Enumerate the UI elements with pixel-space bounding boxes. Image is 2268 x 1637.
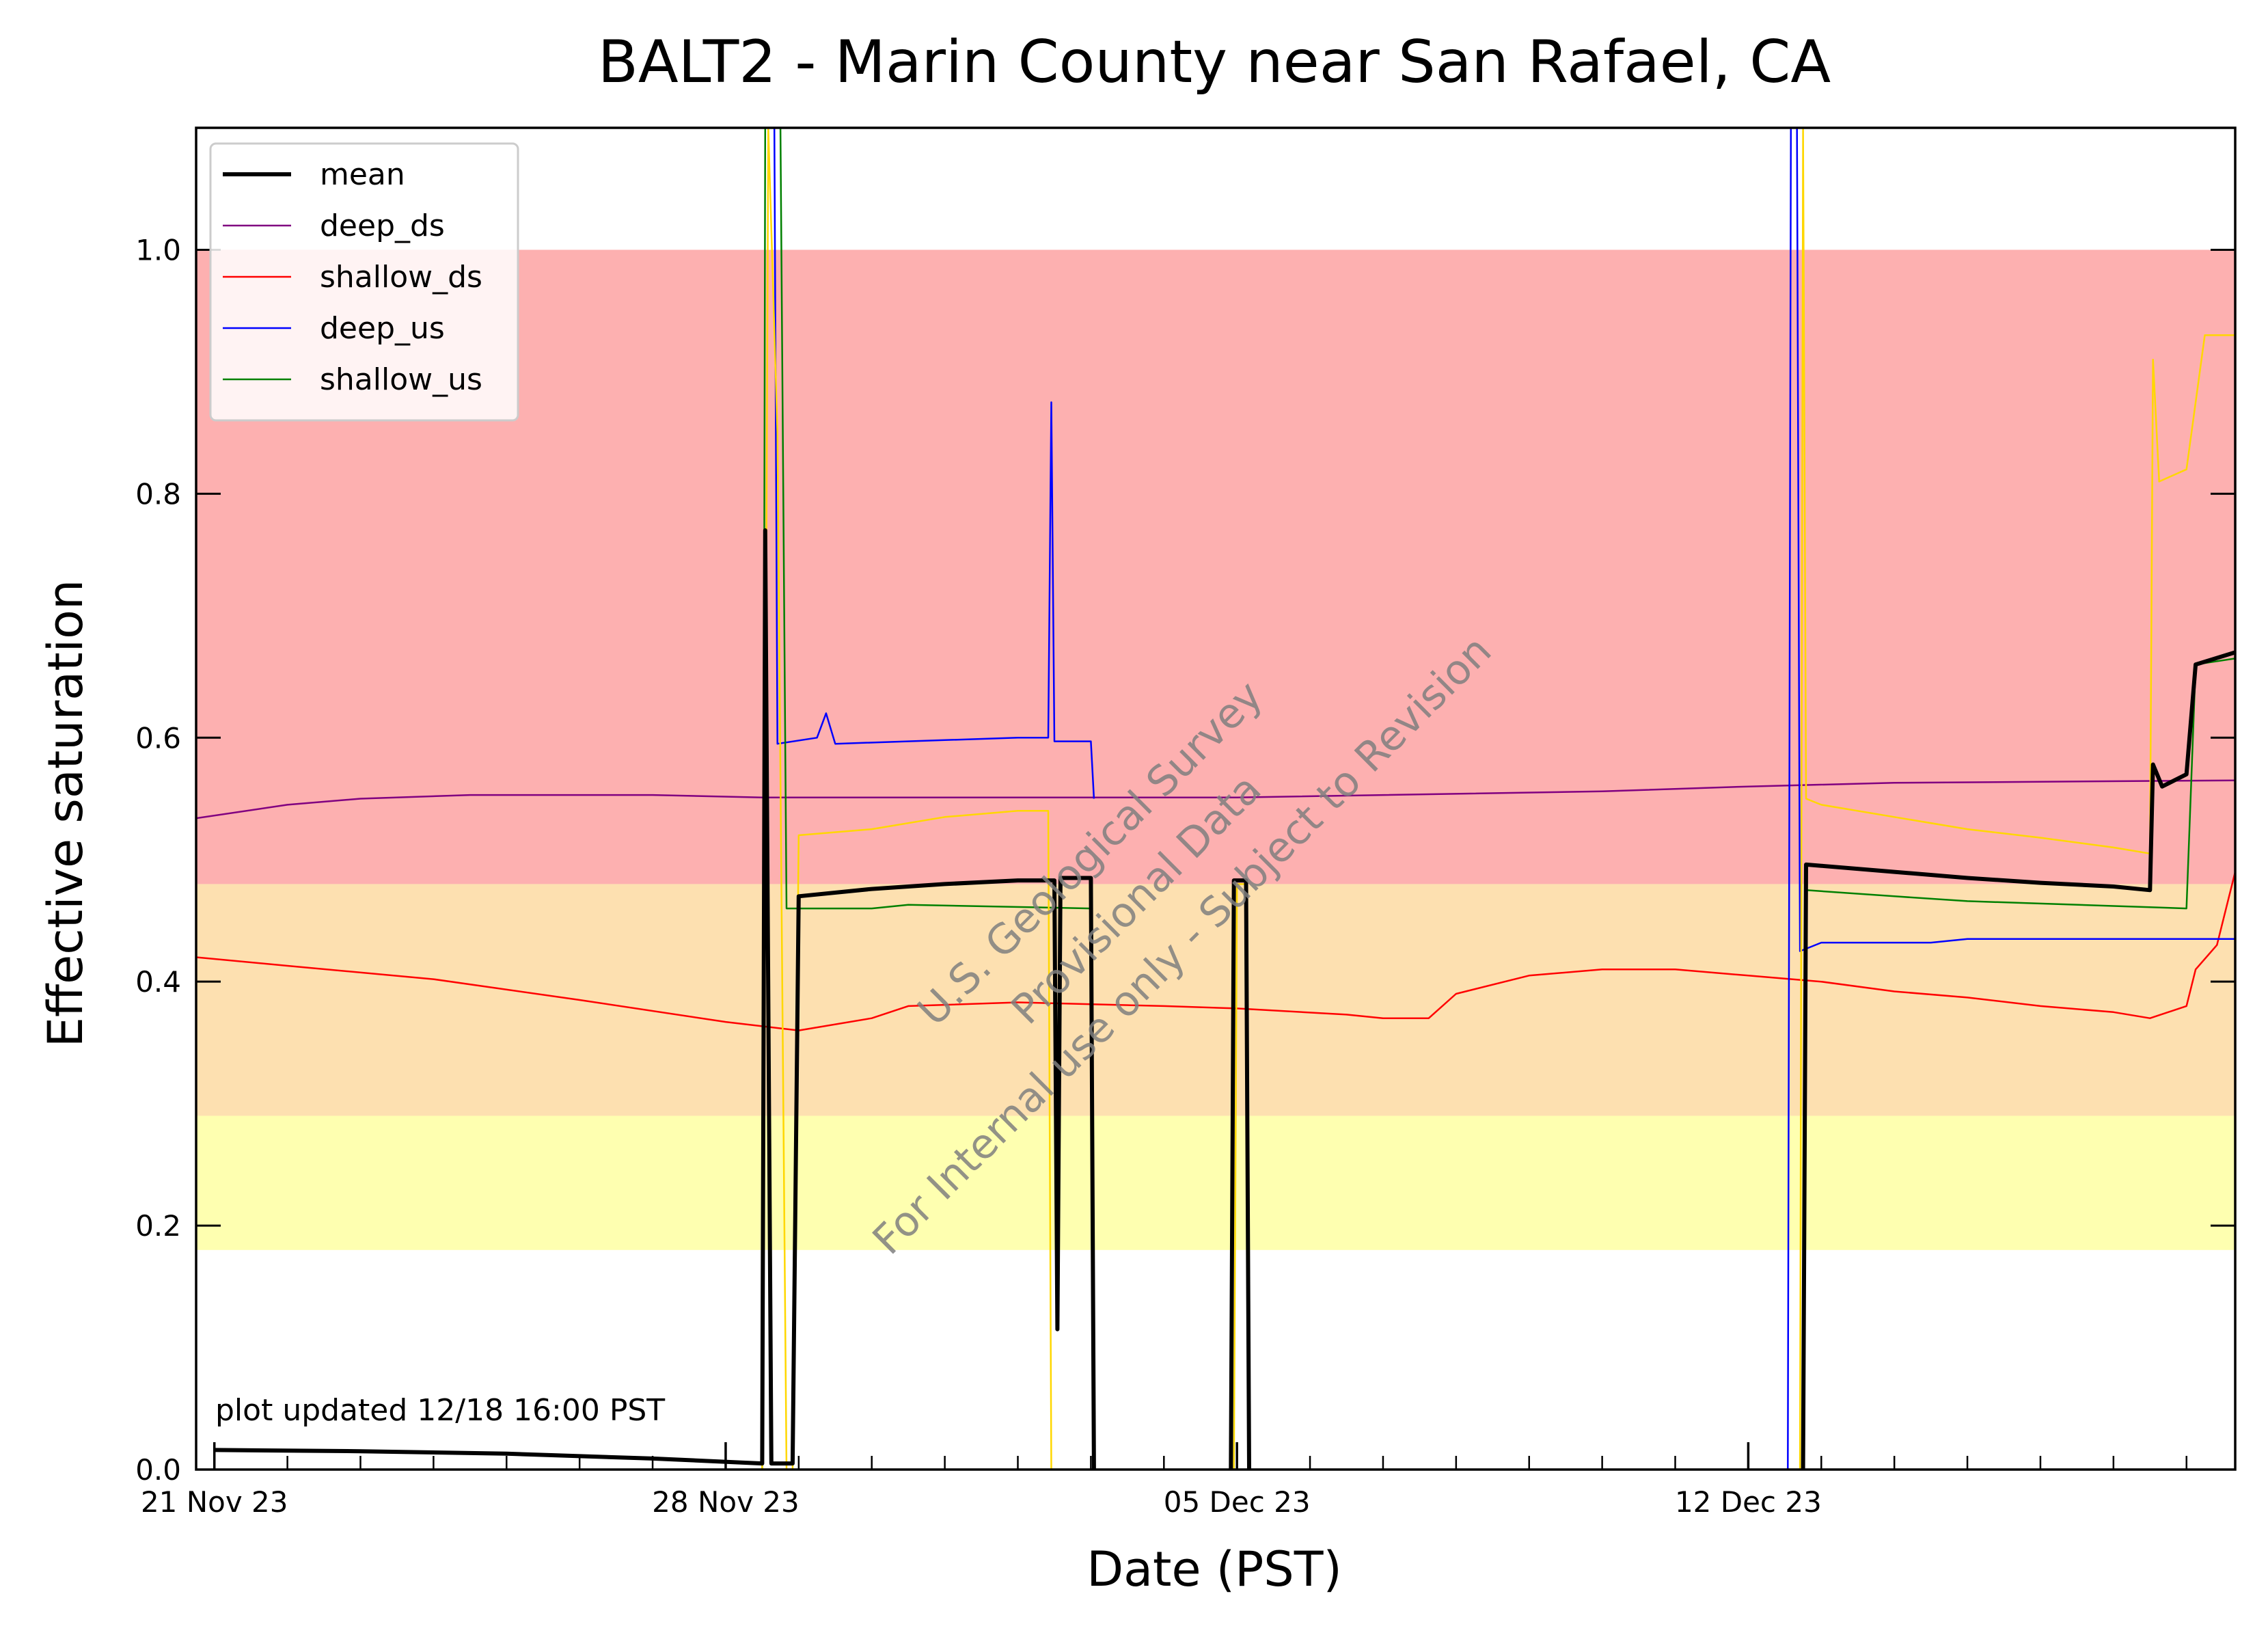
legend: mean deep_ds shallow_ds deep_us shallow_us: [209, 142, 519, 422]
series-layer: [196, 128, 2235, 1470]
plot-frame: [195, 126, 2237, 1471]
y-tick-label: 0.2: [135, 1209, 181, 1243]
y-tick-label: 0.8: [135, 477, 181, 511]
y-tick-label: 1.0: [135, 233, 181, 267]
y-tick-label: 0.0: [135, 1453, 181, 1487]
axes: 0.0 0.2 0.4 0.6 0.8 1.0 21 Nov 23 28 Nov 23 05 D…: [135, 126, 2237, 1519]
legend-label-deep_ds: deep_ds: [320, 208, 445, 243]
y-tick-label: 0.6: [135, 721, 181, 755]
x-tick-label: 12 Dec 23: [1675, 1485, 1822, 1519]
series-line-mean: [214, 528, 2235, 1470]
plot-updated-annotation: plot updated 12/18 16:00 PST: [215, 1393, 665, 1428]
y-axis-label: Effective saturation: [38, 580, 94, 1048]
x-axis-label: Date (PST): [1087, 1541, 1342, 1597]
series-line-shallow_ds: [196, 871, 2235, 1031]
series-line-deep_ds: [196, 779, 2235, 820]
threshold-bands: [196, 249, 2235, 1250]
band-0: [196, 1115, 2235, 1250]
legend-label-deep_us: deep_us: [320, 311, 445, 346]
band-1: [196, 884, 2235, 1116]
legend-label-mean: mean: [320, 157, 405, 192]
series-line-deep_us: [773, 128, 2235, 1470]
legend-label-shallow_us: shallow_us: [320, 362, 482, 397]
x-tick-label: 21 Nov 23: [141, 1485, 288, 1519]
x-tick-label: 05 Dec 23: [1164, 1485, 1311, 1519]
y-tick-label: 0.4: [135, 965, 181, 999]
band-2: [196, 249, 2235, 884]
x-tick-label: 28 Nov 23: [652, 1485, 800, 1519]
chart-title: BALT2 - Marin County near San Rafael, CA: [598, 28, 1831, 96]
legend-label-shallow_ds: shallow_ds: [320, 260, 482, 295]
legend-box: [209, 142, 519, 422]
